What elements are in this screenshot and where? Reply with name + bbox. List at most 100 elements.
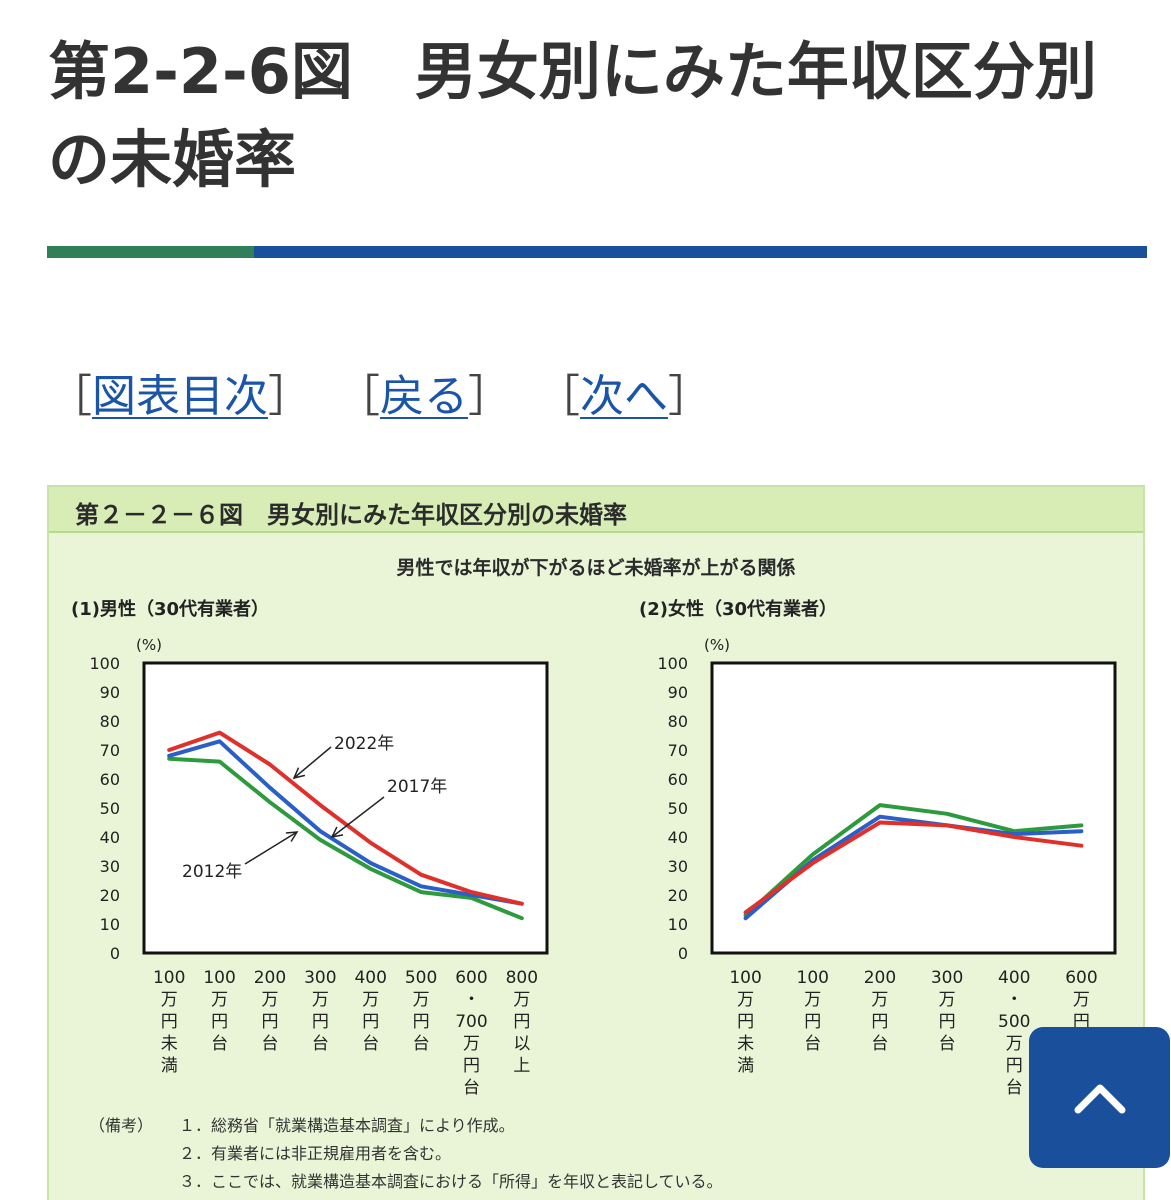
x-tick-label: 円 [261, 1012, 278, 1032]
x-tick-label: 万 [513, 990, 530, 1010]
x-tick-label: 万 [362, 990, 379, 1010]
chart-title: (2)女性（30代有業者） [639, 598, 837, 620]
x-tick-label: 円 [737, 1012, 754, 1032]
series-line [167, 730, 524, 906]
x-tick-label: 万 [737, 990, 754, 1010]
y-tick-label: 90 [668, 683, 688, 702]
x-tick-label: 100 [203, 968, 235, 988]
figure-header: 第２－２－６図 男女別にみた年収区分別の未婚率 [49, 487, 1143, 533]
x-tick-label: 200 [864, 968, 896, 988]
figure-nav: ［図表目次］ ［戻る］ ［次へ］ [48, 362, 712, 432]
series-line [743, 820, 1084, 915]
x-tick-label: 満 [737, 1056, 754, 1076]
nav-link-figure-index[interactable]: 図表目次 [92, 371, 268, 422]
bracket-close: ］ [668, 371, 712, 422]
annotation-arrow [293, 746, 332, 779]
x-tick-label: 万 [463, 1034, 480, 1054]
x-tick-label: 100 [153, 968, 185, 988]
x-tick-label: 未 [737, 1034, 754, 1054]
y-tick-label: 100 [89, 654, 120, 673]
x-tick-label: 500 [998, 1012, 1030, 1032]
x-tick-label: 台 [211, 1034, 228, 1054]
charts-svg: (1)男性（30代有業者）(%)010203040506070809010010… [71, 598, 1117, 1098]
x-tick-label: 万 [1073, 990, 1090, 1010]
annotation-label: 2022年 [334, 734, 394, 754]
annotation-arrowhead [292, 767, 306, 780]
nav-link-next[interactable]: 次へ [580, 371, 668, 422]
x-tick-label: 円 [463, 1056, 480, 1076]
note-row: ３．ここでは、就業構造基本調査における「所得」を年収と表記している。 [89, 1168, 723, 1196]
x-tick-label: 600 [1065, 968, 1097, 988]
x-tick-label: 万 [261, 990, 278, 1010]
note-text: ３．ここでは、就業構造基本調査における「所得」を年収と表記している。 [179, 1172, 723, 1191]
y-tick-label: 80 [668, 712, 688, 731]
plot-area [142, 661, 549, 955]
x-tick-label: 台 [413, 1034, 430, 1054]
annotation-arrowhead [330, 826, 344, 839]
title-underline [47, 246, 1147, 258]
y-tick-label: 60 [668, 770, 688, 789]
title-underline-blue [254, 246, 1147, 258]
y-tick-label: 30 [100, 857, 120, 876]
note-lead [89, 1140, 179, 1168]
annotation-arrow [244, 831, 298, 865]
y-tick-label: 50 [100, 799, 120, 818]
title-underline-green [47, 246, 254, 258]
x-tick-label: 万 [1006, 1034, 1023, 1054]
y-tick-label: 70 [100, 741, 120, 760]
x-tick-label: 円 [161, 1012, 178, 1032]
note-row: （備考） １．総務省「就業構造基本調査」により作成。 [89, 1112, 723, 1140]
x-tick-label: 円 [939, 1012, 956, 1032]
note-row: ２．有業者には非正規雇用者を含む。 [89, 1140, 723, 1168]
annotation-label: 2012年 [182, 862, 242, 882]
x-tick-label: 400 [998, 968, 1030, 988]
figure-subtitle: 男性では年収が下がるほど未婚率が上がる関係 [396, 557, 796, 579]
x-tick-label: 400 [354, 968, 386, 988]
x-tick-label: 円 [1006, 1056, 1023, 1076]
series-line [743, 803, 1084, 918]
annotation-arrow [331, 796, 385, 838]
y-tick-label: 50 [668, 799, 688, 818]
x-tick-label: 台 [312, 1034, 329, 1054]
x-tick-label: 万 [413, 990, 430, 1010]
x-tick-label: 台 [871, 1034, 888, 1054]
x-tick-label: 300 [931, 968, 963, 988]
bracket-open: ［ [536, 371, 580, 422]
bracket-open: ［ [336, 371, 380, 422]
x-tick-label: 台 [261, 1034, 278, 1054]
annotation-label: 2017年 [387, 777, 447, 797]
x-tick-label: 円 [312, 1012, 329, 1032]
x-tick-label: 100 [729, 968, 761, 988]
figure-notes: （備考） １．総務省「就業構造基本調査」により作成。 ２．有業者には非正規雇用者を… [89, 1112, 723, 1196]
x-tick-label: 円 [362, 1012, 379, 1032]
y-tick-label: 10 [668, 915, 688, 934]
x-tick-label: 満 [161, 1056, 178, 1076]
x-tick-label: 万 [211, 990, 228, 1010]
y-tick-label: 90 [100, 683, 120, 702]
x-tick-label: 800 [506, 968, 538, 988]
y-tick-label: 20 [100, 886, 120, 905]
x-tick-label: 未 [161, 1034, 178, 1054]
series-line [167, 739, 524, 906]
x-tick-label: 台 [362, 1034, 379, 1054]
y-tick-label: 40 [100, 828, 120, 847]
x-tick-label: 万 [161, 990, 178, 1010]
x-tick-label: 万 [871, 990, 888, 1010]
chart-title: (1)男性（30代有業者） [71, 598, 269, 620]
page-title: 第2-2-6図 男女別にみた年収区分別の未婚率 [48, 35, 1097, 196]
x-tick-label: 100 [797, 968, 829, 988]
x-tick-label: 円 [211, 1012, 228, 1032]
x-tick-label: 700 [455, 1012, 487, 1032]
x-tick-label: 500 [405, 968, 437, 988]
scroll-to-top-button[interactable] [1029, 1027, 1170, 1168]
x-tick-label: 台 [939, 1034, 956, 1054]
x-tick-label: 円 [871, 1012, 888, 1032]
series-line [167, 756, 524, 921]
note-lead: （備考） [89, 1116, 154, 1135]
x-tick-label: 以 [513, 1034, 530, 1054]
x-tick-label: 台 [1006, 1078, 1023, 1098]
x-tick-label: 台 [804, 1034, 821, 1054]
nav-link-back[interactable]: 戻る [380, 371, 468, 422]
x-tick-label: ・ [1006, 990, 1023, 1010]
y-tick-label: 0 [678, 944, 688, 963]
